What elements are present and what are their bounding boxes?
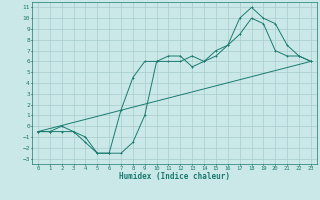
X-axis label: Humidex (Indice chaleur): Humidex (Indice chaleur) [119,172,230,181]
